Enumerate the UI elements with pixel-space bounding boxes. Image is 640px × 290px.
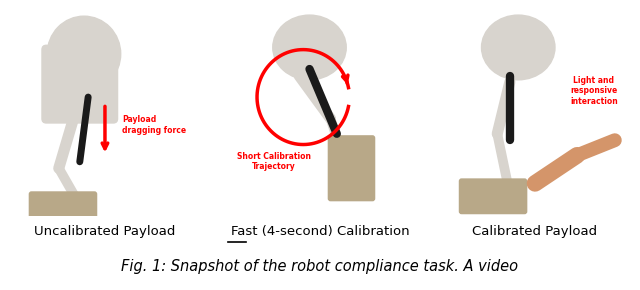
FancyBboxPatch shape — [328, 136, 374, 201]
FancyBboxPatch shape — [42, 45, 118, 123]
Text: Light and
responsive
interaction: Light and responsive interaction — [570, 76, 618, 106]
Text: Short Calibration
Trajectory: Short Calibration Trajectory — [237, 152, 311, 171]
Text: Uncalibrated Payload: Uncalibrated Payload — [35, 225, 175, 238]
Ellipse shape — [47, 16, 121, 92]
Text: Fast (4-second) Calibration: Fast (4-second) Calibration — [230, 225, 410, 238]
Ellipse shape — [273, 15, 346, 80]
Text: Fig. 1: Snapshot of the robot compliance task. A video: Fig. 1: Snapshot of the robot compliance… — [122, 259, 518, 274]
FancyBboxPatch shape — [29, 192, 97, 222]
FancyBboxPatch shape — [460, 179, 527, 213]
Text: Payload
dragging force: Payload dragging force — [122, 115, 186, 135]
Text: Calibrated Payload: Calibrated Payload — [472, 225, 598, 238]
Ellipse shape — [481, 15, 555, 80]
